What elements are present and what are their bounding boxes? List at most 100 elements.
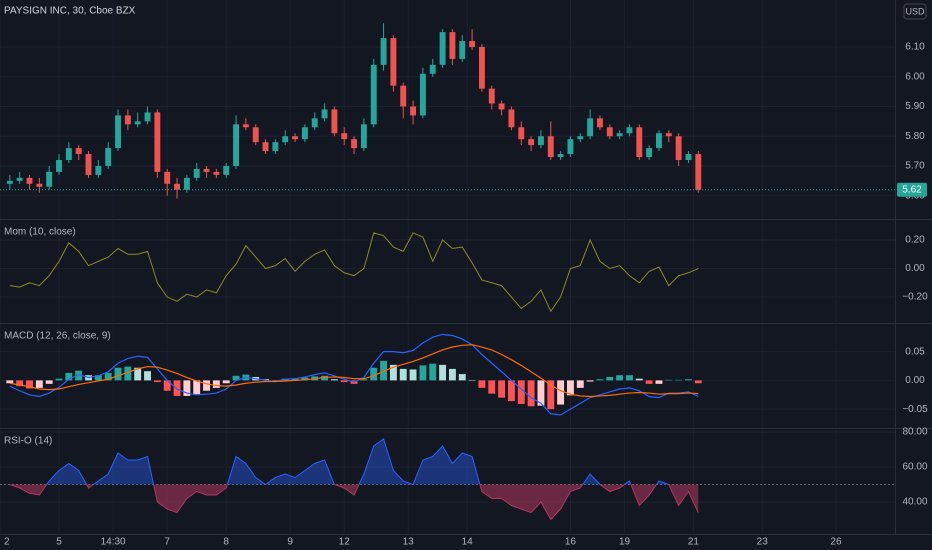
histogram-bar	[409, 369, 417, 381]
candle-body	[311, 118, 318, 128]
histogram-bar	[458, 374, 466, 381]
candle-body	[154, 112, 161, 172]
histogram-bar	[26, 380, 33, 389]
histogram-bar	[65, 372, 73, 381]
histogram-bar	[498, 380, 506, 398]
y-tick-label: 0.05	[905, 346, 925, 357]
y-tick-label: 0.00	[905, 375, 925, 386]
candle-body	[301, 127, 308, 140]
histogram-bar	[340, 380, 348, 383]
candle-body	[85, 154, 92, 175]
histogram-bar	[606, 376, 614, 381]
candle-body	[567, 139, 574, 155]
currency[interactable]: USD	[905, 6, 925, 16]
histogram-bar	[429, 363, 437, 381]
histogram-bar	[557, 380, 565, 405]
histogram-bar	[330, 379, 338, 381]
candle-body	[124, 115, 131, 125]
candle-body	[223, 165, 230, 175]
x-tick-label: 26	[830, 537, 842, 548]
x-tick-label: 9	[287, 537, 293, 548]
candle-body	[341, 133, 348, 140]
candle-body	[174, 183, 180, 190]
y-tick-label: 80.00	[902, 427, 927, 438]
histogram-bar	[616, 375, 624, 381]
histogram-bar	[488, 380, 496, 394]
histogram-bar	[527, 380, 535, 407]
histogram-bar	[655, 380, 663, 384]
x-tick-label: 2	[4, 537, 10, 548]
candle-body	[557, 154, 564, 158]
candle-body	[193, 168, 200, 178]
histogram-bar	[566, 380, 574, 396]
histogram-bar	[576, 380, 584, 388]
candle-body	[449, 32, 456, 59]
histogram-bar	[448, 368, 456, 381]
histogram-bar	[163, 380, 171, 391]
y-tick-label: 5.90	[905, 101, 925, 112]
histogram-bar	[183, 380, 191, 396]
x-tick-label: 8	[223, 537, 229, 548]
candle-body	[292, 136, 299, 140]
x-tick-label: 19	[619, 537, 631, 548]
candle-body	[685, 154, 692, 161]
candle-body	[134, 121, 141, 125]
candle-body	[528, 139, 535, 146]
momentum-line	[9, 232, 699, 313]
candle-body	[36, 183, 43, 187]
candle-body	[105, 148, 112, 166]
candle-body	[282, 136, 289, 143]
candle-body	[95, 165, 102, 175]
candle-body	[75, 148, 82, 155]
candle-body	[331, 109, 338, 134]
candle-body	[203, 168, 210, 172]
candle-body	[587, 118, 594, 137]
candle-body	[508, 109, 515, 128]
candle-body	[370, 64, 377, 125]
y-tick-label: −0.20	[902, 292, 928, 303]
y-tick-label: 5.70	[905, 161, 925, 172]
candle-body	[646, 148, 653, 158]
currency-box[interactable]	[903, 3, 927, 20]
histogram-bar	[153, 380, 161, 383]
candle-body	[488, 88, 495, 104]
candle-body	[360, 124, 367, 149]
x-tick-label: 14	[462, 537, 474, 548]
y-tick-label: 6.00	[905, 71, 925, 82]
y-tick-label: 6.10	[905, 42, 925, 53]
candle-body	[665, 133, 672, 137]
candle-body	[351, 139, 358, 149]
candle-body	[469, 41, 476, 47]
candle-body	[410, 106, 417, 116]
histogram-bar	[301, 377, 309, 381]
candle-body	[252, 127, 259, 143]
x-tick-label: 23	[757, 537, 769, 548]
candle-body	[429, 64, 436, 74]
candle-body	[459, 41, 466, 59]
rsi-line-below	[9, 484, 699, 521]
candle-body	[419, 73, 426, 116]
histogram-bar	[685, 379, 692, 381]
candle-body	[233, 124, 239, 166]
candle-body	[596, 118, 603, 128]
histogram-bar	[271, 380, 279, 381]
y-tick-label: 0.00	[905, 263, 925, 274]
candle-body	[537, 136, 544, 146]
candle-body	[606, 127, 613, 137]
histogram-bar	[645, 380, 653, 384]
candle-body	[616, 133, 623, 137]
histogram-bar	[144, 371, 151, 381]
candle-body	[16, 177, 23, 181]
histogram-bar	[419, 365, 427, 381]
histogram-bar	[35, 380, 43, 388]
candle-body	[115, 115, 121, 149]
histogram-bar	[114, 367, 122, 381]
candle-body	[213, 171, 220, 175]
candle-body	[695, 154, 702, 190]
histogram-bar	[212, 380, 220, 388]
candle-body	[439, 32, 446, 65]
histogram-bar	[389, 364, 397, 381]
histogram-bar	[694, 380, 702, 384]
histogram-bar	[222, 380, 230, 384]
